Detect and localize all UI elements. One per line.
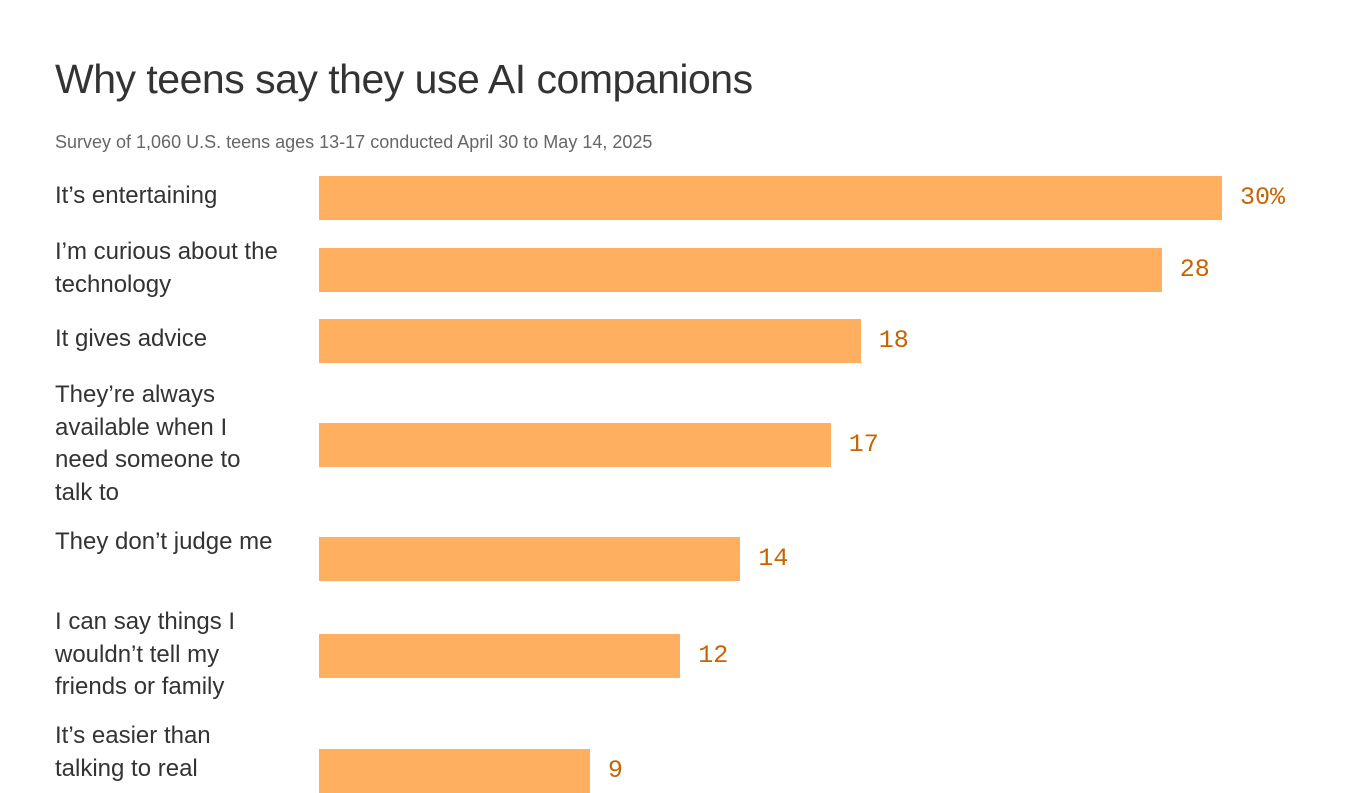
chart-title: Why teens say they use AI companions bbox=[55, 56, 753, 102]
category-label: It’s easier than talking to real bbox=[55, 722, 211, 782]
category-label: It’s entertaining bbox=[55, 182, 218, 209]
bar bbox=[319, 423, 831, 467]
value-label: 9 bbox=[607, 756, 623, 785]
bar bbox=[319, 634, 681, 678]
category-label: They don’t judge me bbox=[55, 528, 273, 555]
value-label: 18 bbox=[878, 326, 909, 355]
bar bbox=[319, 537, 741, 581]
bar bbox=[319, 248, 1162, 292]
value-label: 17 bbox=[848, 430, 879, 459]
value-label: 14 bbox=[758, 544, 789, 573]
bar bbox=[319, 319, 861, 363]
value-label: 30% bbox=[1240, 183, 1286, 212]
value-label: 12 bbox=[698, 641, 729, 670]
category-label: I’m curious about the technology bbox=[55, 238, 278, 298]
bar bbox=[319, 176, 1222, 220]
category-label: It gives advice bbox=[55, 325, 208, 352]
bar bbox=[319, 749, 590, 793]
category-label: I can say things I wouldn’t tell my frie… bbox=[55, 608, 236, 700]
category-label: They’re always available when I need som… bbox=[55, 381, 241, 506]
chart-subtitle: Survey of 1,060 U.S. teens ages 13-17 co… bbox=[55, 132, 653, 152]
value-label: 28 bbox=[1179, 255, 1210, 284]
